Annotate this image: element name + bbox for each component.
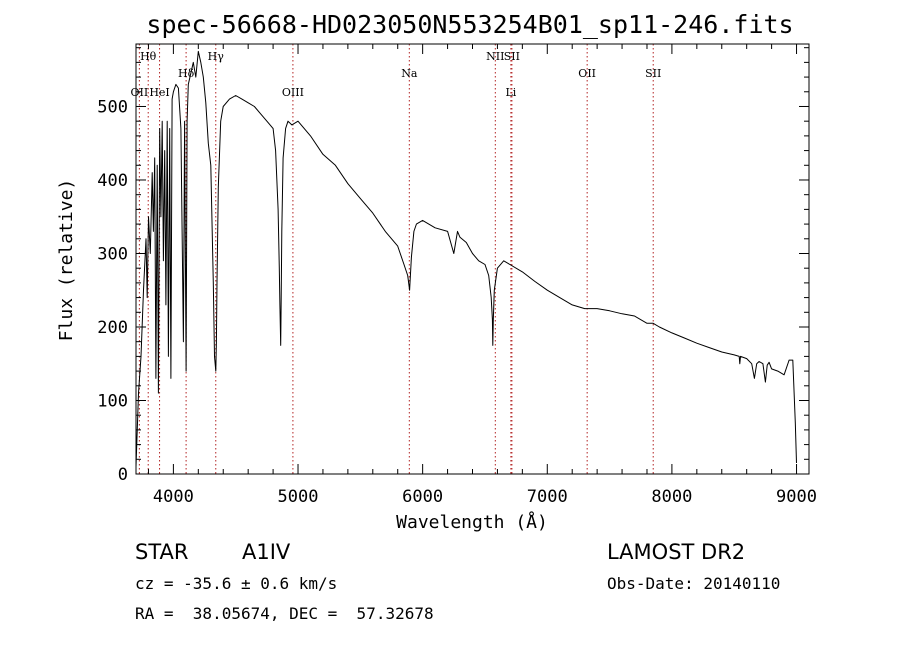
marker-label: OII	[578, 67, 596, 80]
marker-label: Hγ	[208, 50, 225, 63]
chart-title: spec-56668-HD023050N553254B01_sp11-246.f…	[146, 10, 793, 39]
marker-label: Na	[401, 67, 418, 80]
y-tick-label: 400	[97, 171, 128, 191]
y-tick-label: 100	[97, 391, 128, 411]
y-tick-label: 200	[97, 318, 128, 338]
obs-date-text: Obs-Date: 20140110	[607, 574, 781, 593]
object-subclass: A1IV	[242, 540, 291, 564]
marker-label: Li	[505, 86, 516, 99]
y-tick-label: 500	[97, 97, 128, 117]
spectrum-line	[135, 50, 797, 467]
redshift-text: cz = -35.6 ± 0.6 km/s	[135, 574, 338, 593]
y-axis: 0 100 200 300 400 500	[97, 47, 809, 485]
marker-label: Hθ	[140, 50, 157, 63]
coordinates-text: RA = 38.05674, DEC = 57.32678	[135, 604, 434, 623]
marker-label: OII	[131, 86, 149, 99]
x-tick-label: 9000	[776, 487, 817, 507]
marker-label: HeI	[149, 86, 169, 99]
series-group	[135, 50, 797, 467]
marker-label: SII	[504, 50, 520, 63]
x-axis: 4000 5000 6000 7000 8000 9000	[147, 44, 817, 507]
y-tick-label: 300	[97, 244, 128, 264]
x-tick-label: 6000	[402, 487, 443, 507]
marker-label: OIII	[282, 86, 304, 99]
marker-label: SII	[645, 67, 661, 80]
plot-frame	[135, 43, 810, 475]
y-axis-label: Flux (relative)	[56, 179, 77, 342]
x-tick-label: 4000	[153, 487, 194, 507]
x-tick-label: 8000	[651, 487, 692, 507]
x-axis-label: Wavelength (Å)	[396, 511, 548, 533]
y-tick-label: 0	[118, 465, 128, 485]
marker-label: NII	[486, 50, 504, 63]
object-class: STAR	[135, 540, 189, 564]
x-tick-label: 5000	[278, 487, 319, 507]
survey-name: LAMOST DR2	[607, 540, 746, 564]
x-tick-label: 7000	[527, 487, 568, 507]
